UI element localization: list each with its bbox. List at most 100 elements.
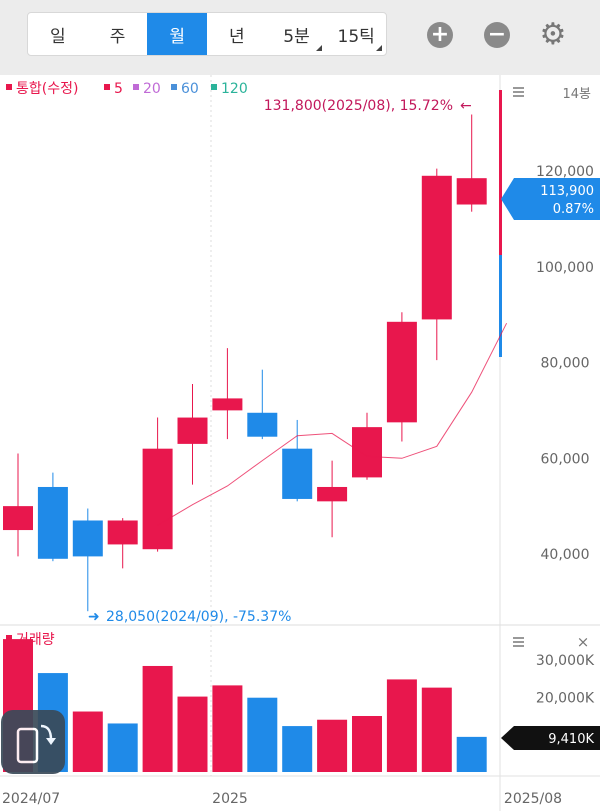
candle <box>107 518 138 569</box>
low-annotation-label: 28,050(2024/09), -75.37% <box>106 609 291 625</box>
y-tick-label: 120,000 <box>536 164 594 180</box>
candle <box>421 168 452 361</box>
rotate-icon <box>16 724 56 764</box>
volume-bar <box>212 685 243 772</box>
tab-label: 일 <box>50 26 66 47</box>
candle-body <box>107 520 138 545</box>
legend-label-60: 60 <box>181 81 199 97</box>
rotate-screen-button[interactable] <box>1 710 65 774</box>
candle-body <box>386 321 417 423</box>
legend-swatch-5 <box>104 84 110 90</box>
x-tick-label: 2025/08 <box>504 791 562 807</box>
candles <box>3 114 487 612</box>
legend: 통합(수정) 5 20 60 120 <box>6 81 248 97</box>
volume-bar <box>317 719 348 772</box>
legend-label-5: 5 <box>114 81 123 97</box>
price-chart[interactable]: 통합(수정) 5 20 60 120 14봉 120,000 100,000 80,… <box>0 75 600 811</box>
tab-label: 월 <box>169 26 185 47</box>
y-tick-label: 100,000 <box>536 260 594 276</box>
candle <box>282 419 313 502</box>
tab-label: 주 <box>109 26 126 47</box>
legend-swatch-120 <box>211 84 217 90</box>
volume-bar <box>247 697 278 772</box>
candle-body <box>352 427 382 478</box>
candle-body <box>247 412 278 437</box>
candle-body <box>72 520 103 557</box>
legend-main-swatch <box>6 84 12 90</box>
candle <box>386 312 417 442</box>
left-arrow-icon: ← <box>460 98 472 114</box>
candle-body <box>177 417 208 444</box>
current-price: 113,900 <box>540 184 594 199</box>
volume-hamburger-icon[interactable] <box>513 637 524 647</box>
tab-label: 년 <box>229 26 245 47</box>
candle-body <box>212 398 243 411</box>
volume-bar <box>352 716 382 772</box>
x-axis-labels: 2024/07 2025 2025/08 <box>2 791 562 807</box>
close-icon[interactable]: × <box>577 633 590 651</box>
candle <box>37 472 68 562</box>
volume-bar <box>456 736 487 772</box>
volume-bar <box>282 726 313 772</box>
high-annotation-label: 131,800(2025/08), 15.72% <box>264 98 453 114</box>
candle <box>72 508 103 612</box>
candle-body <box>142 448 173 550</box>
hamburger-icon[interactable] <box>513 87 524 97</box>
volume-bar <box>72 711 103 772</box>
x-tick-label: 2024/07 <box>2 791 60 807</box>
toolbar: 일 주 월 년 5분 15틱 + − ⚙ <box>0 0 600 75</box>
candle <box>456 114 487 212</box>
tab-label: 5분 <box>283 26 310 47</box>
current-change: 0.87% <box>553 202 594 217</box>
candle-body <box>456 178 487 205</box>
tab-0[interactable]: 일 <box>28 13 88 55</box>
minus-circle-icon[interactable]: − <box>484 22 510 48</box>
tab-5[interactable]: 15틱 <box>326 13 386 55</box>
tab-label: 15틱 <box>337 26 375 47</box>
volume-bars <box>3 639 487 772</box>
right-arrow-icon: ➜ <box>88 609 100 625</box>
candle-body <box>3 506 33 531</box>
legend-label-120: 120 <box>221 81 248 97</box>
y-tick-label: 40,000 <box>541 547 590 563</box>
plus-circle-icon[interactable]: + <box>427 22 453 48</box>
x-tick-label: 2025 <box>212 791 248 807</box>
candle <box>3 453 33 557</box>
volume-bar <box>107 723 138 772</box>
candle <box>352 412 382 480</box>
y-tick-label: 60,000 <box>541 451 590 467</box>
legend-label-20: 20 <box>143 81 161 97</box>
tab-3[interactable]: 년 <box>207 13 267 55</box>
gear-icon[interactable]: ⚙ <box>539 17 567 52</box>
low-annotation: ➜ 28,050(2024/09), -75.37% <box>88 609 291 625</box>
ma5-line <box>157 322 508 526</box>
candle <box>177 384 208 485</box>
current-price-tag: 113,900 0.87% <box>501 178 600 220</box>
candle-body <box>317 486 348 502</box>
candle <box>142 417 173 552</box>
volume-bar <box>177 696 208 772</box>
tab-2[interactable]: 월 <box>147 13 208 55</box>
legend-swatch-20 <box>133 84 139 90</box>
volume-current: 9,410K <box>548 732 594 747</box>
period-tabs: 일 주 월 년 5분 15틱 <box>27 12 387 56</box>
y-axis-labels: 120,000 100,000 80,000 60,000 40,000 <box>536 164 594 563</box>
dropdown-corner-icon <box>316 45 323 51</box>
tab-1[interactable]: 주 <box>88 13 148 55</box>
legend-swatch-60 <box>171 84 177 90</box>
candle-body <box>282 448 313 499</box>
volume-tag <box>501 726 600 750</box>
volume-tick-label: 20,000K <box>536 690 595 706</box>
volume-bar <box>142 665 173 772</box>
candle-body <box>421 175 452 320</box>
dropdown-corner-icon <box>376 45 383 51</box>
legend-main-label: 통합(수정) <box>16 81 78 97</box>
candle <box>212 348 243 440</box>
tab-4[interactable]: 5분 <box>267 13 327 55</box>
candle-body <box>37 486 68 559</box>
volume-bar <box>386 679 417 772</box>
candle <box>247 369 278 440</box>
volume-swatch <box>6 635 12 641</box>
volume-bar <box>421 687 452 772</box>
